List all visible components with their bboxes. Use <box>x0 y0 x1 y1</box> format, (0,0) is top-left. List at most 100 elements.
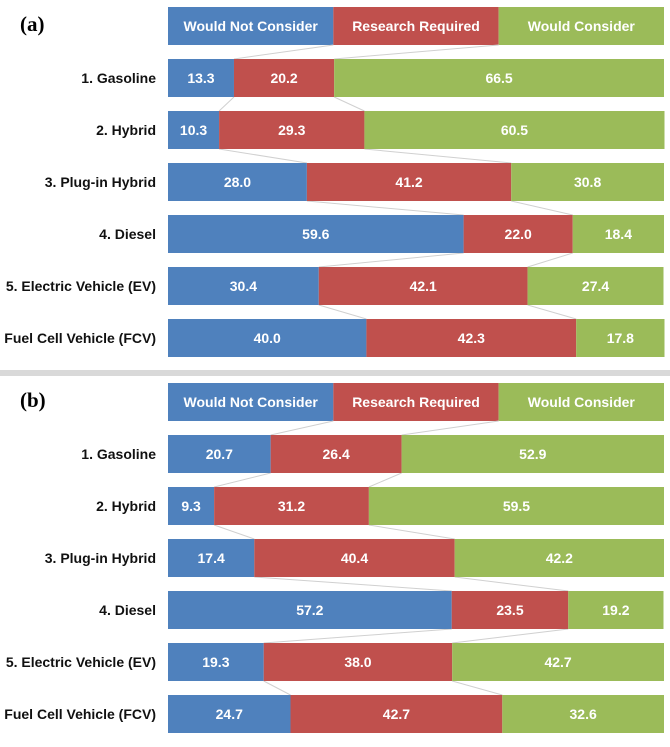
bar-segment-would-not-consider <box>168 487 215 525</box>
category-label: 4. Diesel <box>99 602 156 618</box>
bar-segment-would-not-consider <box>168 163 307 201</box>
connector-line <box>452 680 503 696</box>
category-label: 2. Hybrid <box>96 122 156 138</box>
bar-segment-research-required <box>290 695 503 733</box>
connector-line <box>368 472 402 488</box>
data-label: 66.5 <box>485 70 512 86</box>
stacked-bar-chart-b: Would Not Consider Research Required Would… <box>0 383 664 733</box>
connector-line <box>511 200 573 216</box>
bar-segment-would-not-consider <box>168 215 464 253</box>
data-label: 42.2 <box>546 550 573 566</box>
bar-segment-would-consider <box>454 539 664 577</box>
legend-label: Would Consider <box>528 18 636 34</box>
data-label: 57.2 <box>296 602 323 618</box>
bar-segment-research-required <box>318 267 528 305</box>
legend-label: Would Not Consider <box>184 18 319 34</box>
category-label: 2. Hybrid <box>96 498 156 514</box>
bar-segment-research-required <box>263 643 453 681</box>
bar-segment-would-consider <box>511 163 664 201</box>
data-label: 28.0 <box>224 174 251 190</box>
data-label: 10.3 <box>180 122 207 138</box>
data-label: 23.5 <box>496 602 523 618</box>
bar-segment-would-not-consider <box>168 591 452 629</box>
connector-line <box>214 472 271 488</box>
bar-segment-would-consider <box>452 643 664 681</box>
data-label: 17.4 <box>198 550 225 566</box>
bar-segment-research-required <box>219 111 365 149</box>
data-label: 60.5 <box>501 122 528 138</box>
stacked-bar-chart-a: Would Not Consider Research Required Would… <box>0 7 665 357</box>
connector-line <box>254 576 452 592</box>
connector-line <box>527 252 573 268</box>
bar-segment-would-not-consider <box>168 643 264 681</box>
bar-segment-would-consider <box>364 111 665 149</box>
connector-line <box>452 628 569 644</box>
bar-segment-would-consider <box>572 215 664 253</box>
data-label: 30.4 <box>230 278 257 294</box>
data-label: 40.4 <box>341 550 368 566</box>
bar-segment-research-required <box>306 163 512 201</box>
data-label: 17.8 <box>607 330 634 346</box>
bar-segment-would-consider <box>334 59 664 97</box>
category-label: 6. Fuel Cell Vehicle (FCV) <box>0 706 156 722</box>
data-label: 13.3 <box>187 70 214 86</box>
data-label: 30.8 <box>574 174 601 190</box>
connector-line <box>368 524 455 540</box>
legend-swatch-would-not-consider <box>168 383 334 421</box>
connector-line <box>263 628 452 644</box>
bar-segment-would-not-consider <box>168 435 271 473</box>
data-label: 42.3 <box>458 330 485 346</box>
connector-line <box>334 44 499 60</box>
data-label: 31.2 <box>278 498 305 514</box>
legend-swatch-would-consider <box>498 383 664 421</box>
data-label: 20.2 <box>270 70 297 86</box>
legend-label: Would Consider <box>528 394 636 410</box>
bar-segment-research-required <box>451 591 569 629</box>
bar-segment-research-required <box>463 215 573 253</box>
bar-segment-research-required <box>270 435 402 473</box>
category-label: 3. Plug-in Hybrid <box>45 174 156 190</box>
bar-segment-would-not-consider <box>168 319 367 357</box>
legend-label: Would Not Consider <box>184 394 319 410</box>
legend-swatch-research-required <box>333 383 499 421</box>
bar-segment-would-not-consider <box>168 539 255 577</box>
bar-segment-would-consider <box>527 267 664 305</box>
data-label: 24.7 <box>216 706 243 722</box>
bar-segment-would-consider <box>368 487 664 525</box>
legend-label: Research Required <box>352 18 480 34</box>
connector-line <box>318 304 367 320</box>
connector-line <box>263 680 291 696</box>
data-label: 19.3 <box>202 654 229 670</box>
category-label: 4. Diesel <box>99 226 156 242</box>
bar-segment-would-consider <box>401 435 664 473</box>
bar-segment-research-required <box>254 539 455 577</box>
panel-label: (b) <box>20 388 46 412</box>
data-label: 42.7 <box>544 654 571 670</box>
bar-segment-research-required <box>366 319 577 357</box>
data-label: 18.4 <box>605 226 632 242</box>
connector-line <box>219 148 307 164</box>
category-label: 1. Gasoline <box>81 446 156 462</box>
connector-line <box>318 252 464 268</box>
data-label: 38.0 <box>344 654 371 670</box>
bar-segment-would-consider <box>576 319 665 357</box>
bar-segment-would-consider <box>568 591 664 629</box>
bar-segment-would-consider <box>502 695 664 733</box>
connector-line <box>364 148 512 164</box>
legend-swatch-would-consider <box>498 7 664 45</box>
bar-segment-would-not-consider <box>168 267 319 305</box>
category-label: 1. Gasoline <box>81 70 156 86</box>
category-label: 3. Plug-in Hybrid <box>45 550 156 566</box>
data-label: 27.4 <box>582 278 609 294</box>
data-label: 22.0 <box>505 226 532 242</box>
legend-swatch-would-not-consider <box>168 7 334 45</box>
panel-divider <box>0 370 670 376</box>
legend-label: Research Required <box>352 394 480 410</box>
legend-swatch-research-required <box>333 7 499 45</box>
chart-panel-a: (a) Would Not Consider Research Required W… <box>0 0 670 370</box>
bar-segment-research-required <box>214 487 369 525</box>
data-label: 9.3 <box>181 498 201 514</box>
data-label: 29.3 <box>278 122 305 138</box>
data-label: 32.6 <box>570 706 597 722</box>
connector-line <box>270 420 334 436</box>
